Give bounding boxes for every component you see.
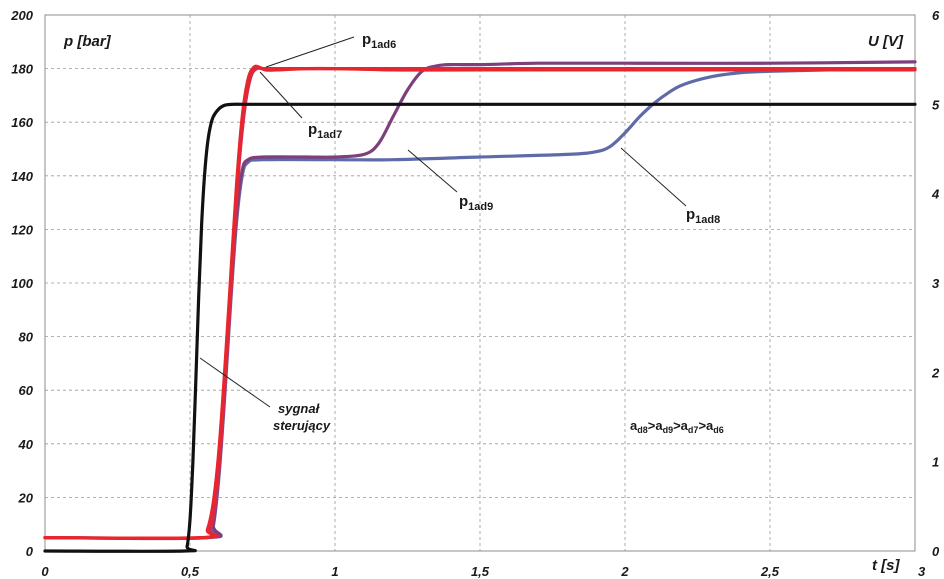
label-control-signal-line1: sygnał: [278, 401, 321, 416]
x-tick-label: 0: [41, 564, 49, 579]
y-right-tick-label: 0: [932, 544, 940, 559]
y-left-tick-label: 200: [10, 8, 33, 23]
x-tick-label: 2,5: [760, 564, 780, 579]
inequality-annotation: ad8>ad9>ad7>ad6: [630, 418, 724, 435]
y-right-tick-label: 5: [932, 97, 940, 112]
leader-control: [199, 357, 271, 408]
annotation-leaders: [199, 36, 687, 408]
y-left-tick-label: 0: [26, 544, 34, 559]
left-axis-ticks: 0 20 40 60 80 100 120 140 160 180 200: [10, 8, 33, 559]
x-axis-label: t [s]: [872, 557, 901, 574]
leader-p1ad8: [620, 147, 687, 207]
y-right-tick-label: 4: [931, 187, 940, 202]
x-tick-label: 1: [331, 564, 338, 579]
label-p1ad6: p1ad6: [362, 31, 396, 51]
series-group: [43, 60, 917, 553]
y-left-tick-label: 180: [11, 62, 33, 77]
x-tick-label: 0,5: [181, 564, 200, 579]
y-left-tick-label: 40: [18, 437, 34, 452]
y-left-tick-label: 60: [19, 383, 34, 398]
series-line-control-signal: [43, 102, 917, 553]
x-tick-label: 1,5: [471, 564, 490, 579]
y-right-tick-label: 6: [932, 8, 940, 23]
label-p1ad9: p1ad9: [459, 193, 493, 213]
label-p1ad7: p1ad7: [308, 121, 342, 141]
y-right-tick-label: 2: [931, 365, 940, 380]
y-left-tick-label: 20: [18, 490, 34, 505]
y-right-tick-label: 3: [932, 276, 940, 291]
y-left-tick-label: 100: [11, 276, 33, 291]
right-axis-ticks: 0 1 2 3 4 5 6: [931, 8, 940, 559]
y-left-tick-label: 120: [11, 222, 33, 237]
y-right-tick-label: 1: [932, 455, 939, 470]
y-left-axis-label: p [bar]: [63, 33, 112, 50]
y-left-tick-label: 140: [11, 169, 33, 184]
x-axis-ticks: 0 0,5 1 1,5 2 2,5 3: [41, 564, 926, 579]
leader-p1ad6: [265, 36, 355, 68]
y-left-tick-label: 80: [19, 330, 34, 345]
x-tick-label: 2: [620, 564, 629, 579]
label-control-signal-line2: sterujący: [273, 418, 331, 433]
series-line-p1ad6: [43, 64, 917, 540]
x-tick-label: 3: [918, 564, 926, 579]
y-right-axis-label: U [V]: [868, 33, 904, 50]
label-p1ad8: p1ad8: [686, 206, 720, 226]
leader-p1ad7: [259, 71, 303, 119]
y-left-tick-label: 160: [11, 115, 33, 130]
leader-p1ad9: [407, 149, 458, 193]
